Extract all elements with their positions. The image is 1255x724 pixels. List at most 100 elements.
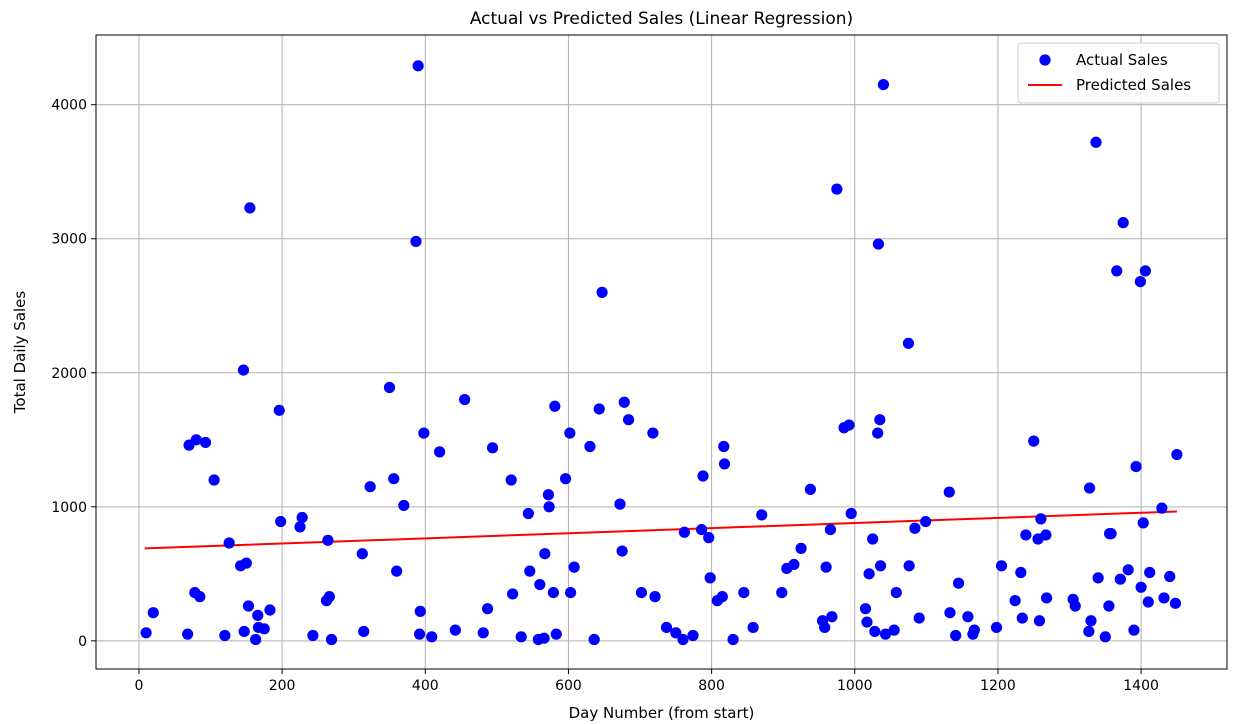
x-tick-label: 1000 <box>837 678 873 694</box>
actual-sales-point <box>1139 265 1151 277</box>
actual-sales-point <box>863 568 875 580</box>
scatter-points <box>140 60 1183 646</box>
actual-sales-point <box>584 440 596 453</box>
actual-sales-point <box>1134 276 1146 288</box>
actual-sales-point <box>238 625 250 638</box>
actual-sales-point <box>588 633 600 646</box>
actual-sales-point <box>727 633 739 646</box>
actual-sales-point <box>1040 529 1052 541</box>
actual-sales-point <box>199 436 212 449</box>
actual-sales-point <box>697 470 709 482</box>
y-axis-ticks: 0 1000 2000 3000 4000 <box>51 98 96 650</box>
actual-sales-point <box>943 486 955 498</box>
actual-sales-point <box>820 561 832 573</box>
actual-sales-point <box>1041 592 1053 604</box>
actual-sales-point <box>596 286 608 298</box>
actual-sales-point <box>861 616 873 628</box>
actual-sales-point <box>294 521 306 533</box>
actual-sales-point <box>564 586 577 599</box>
actual-sales-point <box>909 522 921 534</box>
legend-label-predicted: Predicted Sales <box>1076 76 1191 94</box>
actual-sales-point <box>1135 581 1147 593</box>
actual-sales-point <box>275 515 287 528</box>
actual-sales-point <box>515 631 527 643</box>
actual-sales-point <box>913 612 925 624</box>
actual-sales-point <box>622 414 635 426</box>
actual-sales-point <box>250 633 262 646</box>
actual-sales-point <box>522 507 534 520</box>
actual-sales-point <box>869 625 881 638</box>
actual-sales-point <box>1114 573 1126 585</box>
actual-sales-point <box>559 473 572 485</box>
actual-sales-point <box>1169 597 1182 609</box>
actual-sales-point <box>647 427 659 439</box>
grid-lines <box>96 35 1227 669</box>
y-tick-label: 3000 <box>51 232 87 248</box>
actual-sales-point <box>1085 615 1097 627</box>
actual-sales-point <box>538 632 550 644</box>
actual-sales-point <box>618 396 630 408</box>
actual-sales-point <box>543 501 555 513</box>
actual-sales-point <box>874 414 886 426</box>
actual-sales-point <box>486 442 499 454</box>
actual-sales-point <box>859 603 872 615</box>
actual-sales-point <box>322 534 334 546</box>
actual-sales-point <box>433 446 446 458</box>
actual-sales-point <box>872 427 884 439</box>
actual-sales-point <box>1117 217 1129 229</box>
actual-sales-point <box>364 481 376 493</box>
actual-sales-point <box>616 545 628 557</box>
actual-sales-point <box>635 586 648 599</box>
actual-sales-point <box>252 609 264 621</box>
actual-sales-point <box>1009 595 1021 607</box>
x-tick-label: 200 <box>269 678 296 694</box>
actual-sales-point <box>950 629 962 642</box>
actual-sales-point <box>776 586 788 599</box>
actual-sales-point <box>418 427 430 439</box>
legend: Actual Sales Predicted Sales <box>1017 42 1220 104</box>
actual-sales-point <box>208 474 220 486</box>
predicted-sales-line <box>144 510 1177 550</box>
actual-sales-point <box>1128 624 1140 636</box>
actual-sales-point <box>388 473 400 485</box>
actual-sales-point <box>459 393 471 406</box>
x-axis-label: Day Number (from start) <box>569 704 755 722</box>
x-tick-label: 1400 <box>1123 678 1159 694</box>
actual-sales-point <box>481 603 494 615</box>
actual-sales-point <box>1142 596 1154 608</box>
actual-sales-point <box>1137 517 1149 529</box>
actual-sales-point <box>383 381 396 394</box>
actual-sales-point <box>952 577 965 589</box>
actual-sales-point <box>307 629 319 642</box>
actual-sales-point <box>524 565 536 577</box>
actual-sales-point <box>1164 570 1176 583</box>
actual-sales-point <box>1015 566 1027 579</box>
actual-sales-point <box>296 511 308 524</box>
actual-sales-point <box>877 78 890 91</box>
actual-sales-point <box>412 60 424 72</box>
chart-title: Actual vs Predicted Sales (Linear Regres… <box>470 9 853 29</box>
actual-sales-point <box>323 591 335 603</box>
actual-sales-point <box>219 629 231 642</box>
x-tick-label: 1200 <box>980 678 1016 694</box>
actual-sales-point <box>1092 572 1104 584</box>
actual-sales-point <box>677 633 689 646</box>
actual-sales-point <box>718 440 730 453</box>
actual-sales-point <box>788 558 800 571</box>
actual-sales-point <box>843 419 855 431</box>
actual-sales-point <box>391 565 403 577</box>
actual-sales-point <box>872 238 884 250</box>
actual-sales-point <box>890 586 902 599</box>
actual-sales-point <box>194 591 206 603</box>
actual-sales-point <box>1130 461 1142 473</box>
actual-sales-point <box>1016 612 1028 624</box>
actual-sales-point <box>649 591 661 603</box>
actual-sales-point <box>449 624 461 636</box>
actual-sales-point <box>968 624 980 636</box>
actual-sales-point <box>1090 136 1102 148</box>
actual-sales-point <box>1103 600 1115 612</box>
actual-sales-point <box>867 533 879 545</box>
actual-sales-point <box>549 400 561 412</box>
